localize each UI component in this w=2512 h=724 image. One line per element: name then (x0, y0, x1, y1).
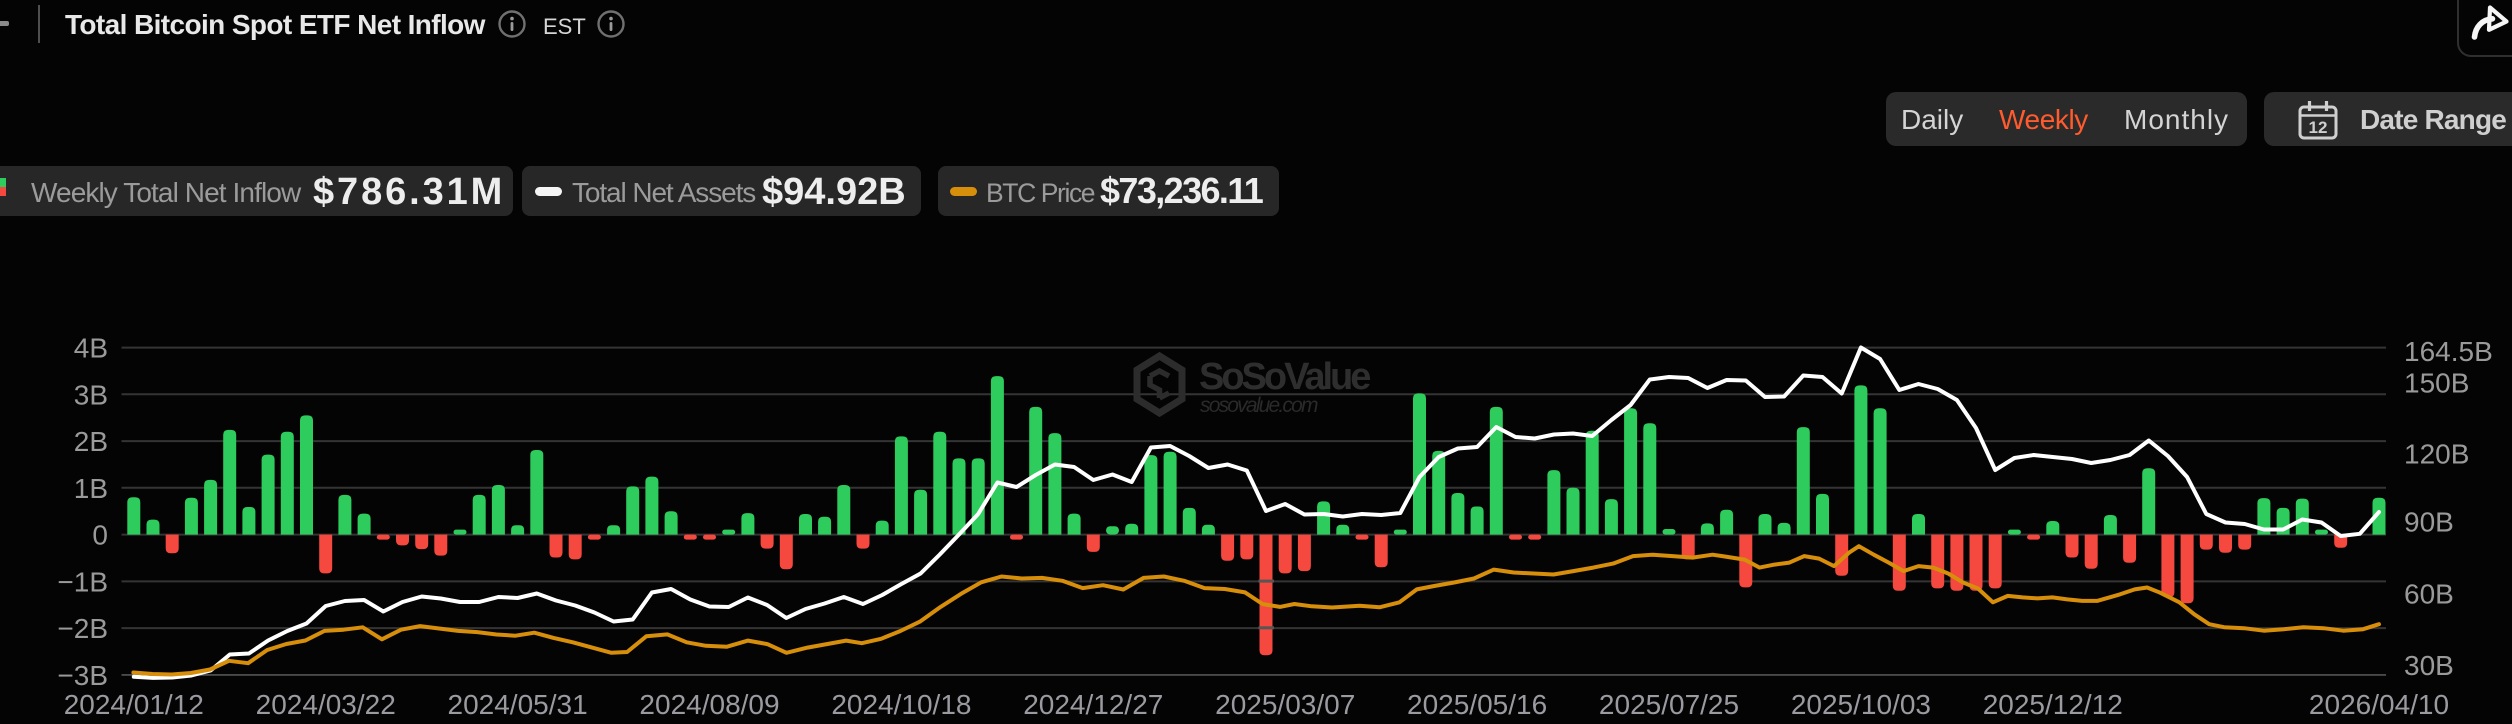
svg-text:90B: 90B (2404, 507, 2454, 538)
svg-text:2024/03/22: 2024/03/22 (256, 689, 396, 720)
svg-text:SoSoValue: SoSoValue (1199, 356, 1370, 398)
svg-text:2024/05/31: 2024/05/31 (448, 689, 588, 720)
svg-text:150B: 150B (2404, 368, 2469, 399)
svg-text:120B: 120B (2404, 439, 2469, 470)
svg-text:2024/01/12: 2024/01/12 (64, 689, 204, 720)
svg-text:2024/12/27: 2024/12/27 (1023, 689, 1163, 720)
svg-text:2024/10/18: 2024/10/18 (831, 689, 971, 720)
svg-text:2025/12/12: 2025/12/12 (1983, 689, 2123, 720)
svg-text:sosovalue.com: sosovalue.com (1200, 394, 1318, 417)
svg-text:0: 0 (92, 520, 108, 551)
svg-text:164.5B: 164.5B (2404, 336, 2493, 367)
svg-text:−2B: −2B (57, 613, 108, 644)
svg-text:30B: 30B (2404, 650, 2454, 681)
svg-text:2024/08/09: 2024/08/09 (639, 689, 779, 720)
svg-text:1B: 1B (74, 473, 108, 504)
svg-text:−1B: −1B (57, 566, 108, 597)
svg-text:2B: 2B (74, 426, 108, 457)
svg-text:2025/10/03: 2025/10/03 (1791, 689, 1931, 720)
svg-text:2025/03/07: 2025/03/07 (1215, 689, 1355, 720)
svg-text:12: 12 (2309, 118, 2328, 137)
svg-text:2026/04/10: 2026/04/10 (2309, 689, 2449, 720)
svg-text:2025/07/25: 2025/07/25 (1599, 689, 1739, 720)
svg-text:4B: 4B (74, 333, 108, 364)
svg-text:−3B: −3B (57, 660, 108, 691)
svg-text:2025/05/16: 2025/05/16 (1407, 689, 1547, 720)
svg-text:3B: 3B (74, 379, 108, 410)
svg-text:60B: 60B (2404, 579, 2454, 610)
